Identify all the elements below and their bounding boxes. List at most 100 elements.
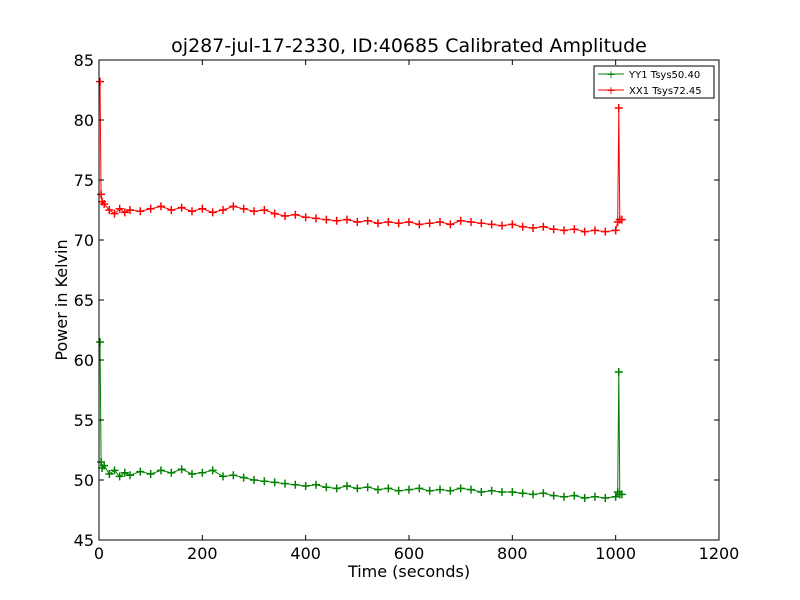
data-point	[611, 492, 620, 501]
y-axis-label: Power in Kelvin	[52, 239, 71, 360]
data-point	[405, 485, 413, 494]
data-point	[601, 494, 610, 502]
plot-area	[99, 60, 719, 540]
y-tick-label: 60	[74, 351, 94, 370]
data-point	[136, 467, 145, 476]
data-point	[498, 488, 506, 496]
data-point	[467, 485, 475, 494]
data-point	[96, 77, 105, 86]
data-point	[487, 486, 496, 495]
data-point	[250, 207, 258, 216]
y-tick-label: 70	[74, 231, 94, 250]
legend-box	[593, 65, 715, 99]
data-point	[343, 482, 351, 490]
data-point	[229, 471, 238, 480]
data-point	[518, 489, 527, 498]
plot-frame	[98, 59, 720, 541]
data-point	[456, 484, 465, 493]
data-point	[560, 226, 568, 235]
x-tick-label: 600	[394, 544, 425, 563]
data-point	[446, 220, 455, 229]
data-point	[291, 210, 300, 219]
data-point	[467, 218, 475, 226]
data-point	[322, 483, 331, 492]
data-point	[301, 482, 310, 490]
data-point	[477, 488, 486, 496]
data-point	[100, 200, 109, 208]
x-axis-label: Time (seconds)	[347, 562, 470, 581]
data-point	[436, 485, 444, 494]
data-point	[384, 484, 393, 493]
y-tick-label: 65	[74, 291, 94, 310]
data-point	[239, 204, 248, 213]
data-point	[549, 225, 558, 234]
data-point	[332, 216, 341, 225]
data-point	[518, 222, 527, 231]
data-point	[617, 215, 626, 224]
legend-label-xx1: XX1 Tsys72.45	[629, 86, 702, 97]
data-point	[384, 218, 393, 226]
data-point	[105, 470, 114, 478]
data-point	[270, 478, 279, 487]
data-point	[570, 491, 579, 500]
data-point	[425, 219, 434, 228]
data-point	[570, 225, 579, 234]
data-point	[120, 468, 129, 477]
data-point	[219, 206, 227, 214]
data-point	[487, 220, 496, 229]
data-point	[188, 470, 196, 478]
legend-label-yy1: YY1 Tsys50.40	[628, 70, 700, 81]
x-tick-label: 0	[94, 544, 104, 563]
data-point	[508, 220, 517, 229]
x-tick-label: 1200	[699, 544, 740, 563]
data-point	[136, 207, 145, 216]
data-point	[97, 190, 106, 199]
data-point	[198, 204, 207, 213]
data-point	[394, 219, 403, 228]
y-tick-label: 75	[74, 171, 94, 190]
series-1	[96, 77, 626, 236]
data-point	[110, 466, 119, 475]
data-point	[415, 484, 424, 493]
data-point	[270, 209, 279, 218]
data-point	[239, 473, 248, 482]
data-point	[343, 215, 351, 224]
data-point	[208, 208, 217, 217]
data-point	[126, 471, 134, 480]
series-layer	[96, 77, 626, 502]
data-point	[601, 227, 610, 236]
data-point	[167, 206, 176, 214]
data-point	[177, 465, 186, 474]
data-point	[281, 212, 289, 220]
data-point	[539, 489, 548, 498]
data-point	[312, 214, 320, 223]
data-point	[374, 485, 382, 494]
data-point	[208, 466, 217, 475]
x-tick-label: 800	[497, 544, 528, 563]
data-point	[580, 227, 589, 236]
data-point	[405, 218, 413, 226]
y-tick-label: 80	[74, 111, 94, 130]
data-point	[363, 483, 372, 492]
axes-layer: 0 200 400 600 800 1000 1200 45 50 55 60 65 70 75 80 85	[74, 51, 740, 563]
data-point	[260, 477, 269, 486]
data-point	[394, 486, 403, 495]
data-point	[188, 207, 196, 216]
data-point	[374, 219, 382, 228]
data-point	[219, 472, 227, 481]
y-tick-label: 85	[74, 51, 94, 70]
data-point	[281, 479, 289, 488]
data-point	[167, 468, 176, 477]
data-point	[415, 220, 424, 229]
data-point	[126, 206, 134, 214]
data-point	[157, 202, 165, 211]
data-point	[312, 480, 320, 489]
data-point	[436, 218, 444, 226]
data-point	[157, 466, 165, 475]
legend-marker-xx1: +	[606, 84, 615, 97]
data-point	[614, 104, 623, 112]
y-tick-label: 45	[74, 531, 94, 550]
x-tick-label: 400	[290, 544, 321, 563]
